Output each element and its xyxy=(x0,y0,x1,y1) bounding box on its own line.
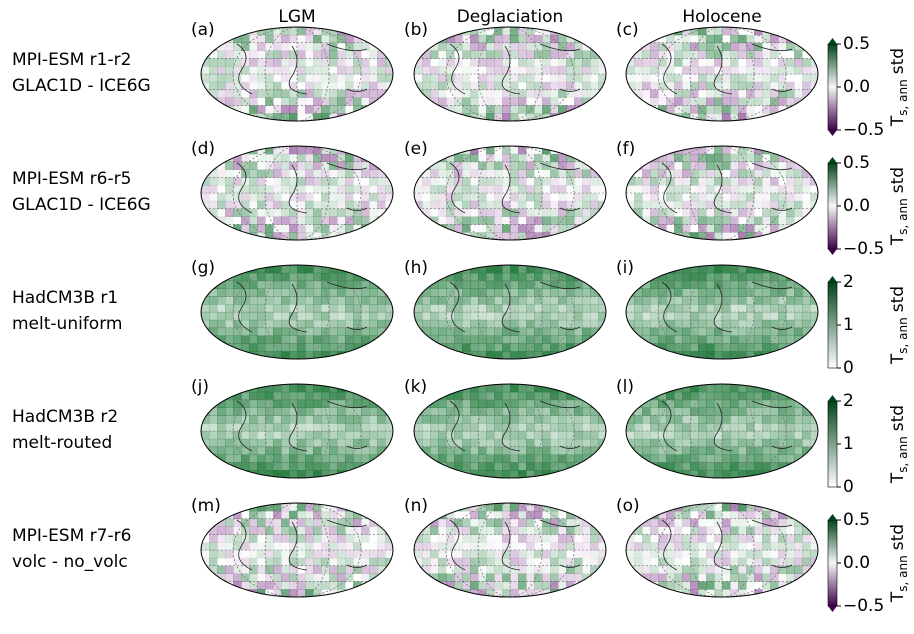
panel-letter: (a) xyxy=(191,20,215,40)
row-label: MPI-ESM r6-r5 xyxy=(12,169,131,189)
label-symbol: T xyxy=(888,472,908,484)
label-symbol: T xyxy=(888,234,908,246)
label-subscript: s, ann xyxy=(896,198,910,234)
column-title: Deglaciation xyxy=(457,7,564,27)
colorbar xyxy=(828,401,837,487)
colorbar-extend xyxy=(828,395,837,401)
colorbar-tick-label: −0.5 xyxy=(843,239,884,259)
colorbar-tick-label: 0.0 xyxy=(843,553,870,573)
label-symbol: T xyxy=(888,591,908,603)
colorbar-tick-label: 0.5 xyxy=(843,510,870,530)
row-label: melt-routed xyxy=(12,433,112,453)
colorbar-tick-label: 0.5 xyxy=(843,34,870,54)
colorbar-label: Ts, ann std xyxy=(888,286,910,365)
panel-letter: (b) xyxy=(404,20,428,40)
panel-letter: (c) xyxy=(616,20,639,40)
colorbar-tick-label: 0.0 xyxy=(843,196,870,216)
panel-letter: (i) xyxy=(616,258,634,278)
colorbar-tick-label: −0.5 xyxy=(843,120,884,140)
panel-letter: (d) xyxy=(191,139,215,159)
colorbar-extend xyxy=(828,606,837,612)
label-subscript: s, ann xyxy=(896,79,910,115)
colorbar-label: Ts, ann std xyxy=(888,167,910,246)
label-suffix: std xyxy=(888,167,908,193)
colorbar-extend xyxy=(828,276,837,282)
colorbar-tick-label: 0.5 xyxy=(843,153,870,173)
colorbar xyxy=(828,520,837,606)
panel-letter: (n) xyxy=(404,496,428,516)
colorbar-tick-label: 2 xyxy=(843,272,854,292)
colorbar-label: Ts, ann std xyxy=(888,524,910,603)
label-subscript: s, ann xyxy=(896,317,910,353)
panel-letter: (e) xyxy=(404,139,428,159)
colorbar xyxy=(828,163,837,249)
panel-letter: (o) xyxy=(616,496,640,516)
colorbar xyxy=(828,282,837,368)
colorbar-extend xyxy=(828,249,837,255)
colorbar xyxy=(828,44,837,130)
row-label: MPI-ESM r7-r6 xyxy=(12,526,131,546)
panel-letter: (j) xyxy=(191,377,209,397)
row-label: melt-uniform xyxy=(12,314,122,334)
label-subscript: s, ann xyxy=(896,555,910,591)
panel-letter: (m) xyxy=(191,496,221,516)
row-label: GLAC1D - ICE6G xyxy=(12,76,151,96)
label-subscript: s, ann xyxy=(896,436,910,472)
colorbar-tick-label: 1 xyxy=(843,315,854,335)
label-suffix: std xyxy=(888,286,908,312)
label-suffix: std xyxy=(888,48,908,74)
row-label: HadCM3B r2 xyxy=(12,407,118,427)
panel-letter: (l) xyxy=(616,377,634,397)
panel-letter: (h) xyxy=(404,258,428,278)
panel-letter: (k) xyxy=(404,377,427,397)
column-title: Holocene xyxy=(682,7,761,27)
row-label: volc - no_volc xyxy=(12,552,128,572)
colorbar-label: Ts, ann std xyxy=(888,48,910,127)
colorbar-tick-label: 0 xyxy=(843,477,854,497)
figure: LGM Deglaciation Holocene MPI-ESM r1-r2 GLAC… xyxy=(0,0,914,634)
colorbar-tick-label: −0.5 xyxy=(843,596,884,616)
panel-letter: (g) xyxy=(191,258,215,278)
panel-letter: (f) xyxy=(616,139,635,159)
colorbar-extend xyxy=(828,514,837,520)
label-suffix: std xyxy=(888,524,908,550)
colorbar-extend xyxy=(828,130,837,136)
column-title: LGM xyxy=(278,7,315,27)
label-suffix: std xyxy=(888,405,908,431)
label-symbol: T xyxy=(888,115,908,127)
colorbar-extend xyxy=(828,38,837,44)
colorbar-tick-label: 2 xyxy=(843,391,854,411)
colorbar-label: Ts, ann std xyxy=(888,405,910,484)
row-label: GLAC1D - ICE6G xyxy=(12,195,151,215)
colorbar-tick-label: 0.0 xyxy=(843,77,870,97)
label-symbol: T xyxy=(888,353,908,365)
colorbar-extend xyxy=(828,157,837,163)
colorbar-tick-label: 1 xyxy=(843,434,854,454)
colorbar-tick-label: 0 xyxy=(843,358,854,378)
row-label: MPI-ESM r1-r2 xyxy=(12,50,131,70)
row-label: HadCM3B r1 xyxy=(12,288,118,308)
